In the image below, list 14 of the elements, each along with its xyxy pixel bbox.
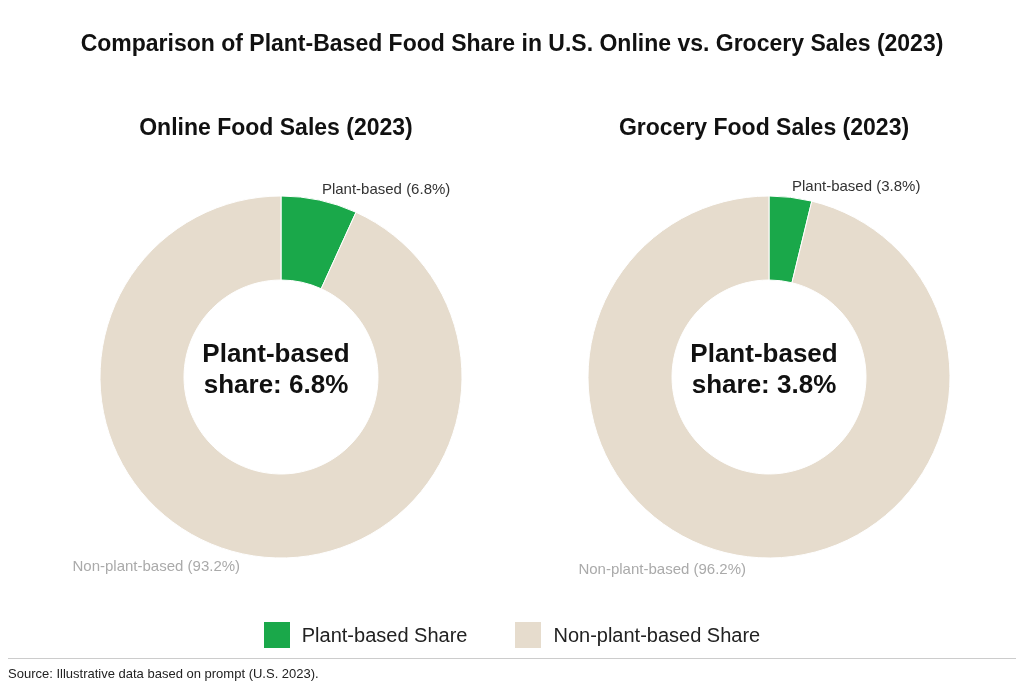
chart-title: Online Food Sales (2023)	[138, 114, 414, 141]
donut-slice	[99, 195, 463, 559]
text: Comparison of Plant-Based Food Share in U.S. Online vs. Grocery Sales (2023)	[79, 30, 945, 57]
data-label: Plant-based (6.8%)	[321, 179, 451, 197]
text: Plant-based share: 6.8%	[201, 338, 351, 400]
data-label: Plant-based (3.8%)	[791, 176, 921, 194]
chart-title: Grocery Food Sales (2023)	[617, 114, 911, 141]
text: Plant-based share: 3.8%	[689, 338, 839, 400]
source-note: Source: Illustrative data based on prompt (U.S. 2023).	[8, 666, 319, 681]
legend-label: Non-plant-based Share	[553, 623, 761, 647]
data-label: Non-plant-based (96.2%)	[578, 560, 747, 578]
data-label: Non-plant-based (93.2%)	[72, 557, 241, 575]
donut-slice	[587, 195, 951, 559]
legend-label: Plant-based Share	[301, 623, 468, 647]
